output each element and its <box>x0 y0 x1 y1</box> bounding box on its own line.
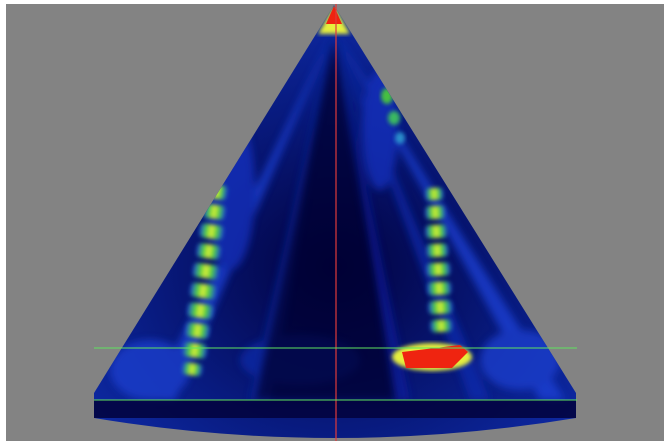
dark-core <box>255 40 395 400</box>
apex-hotspot <box>318 5 350 34</box>
right-red-reflector <box>392 343 472 371</box>
bottom-strip <box>94 400 576 418</box>
right-bright-band <box>425 187 453 333</box>
